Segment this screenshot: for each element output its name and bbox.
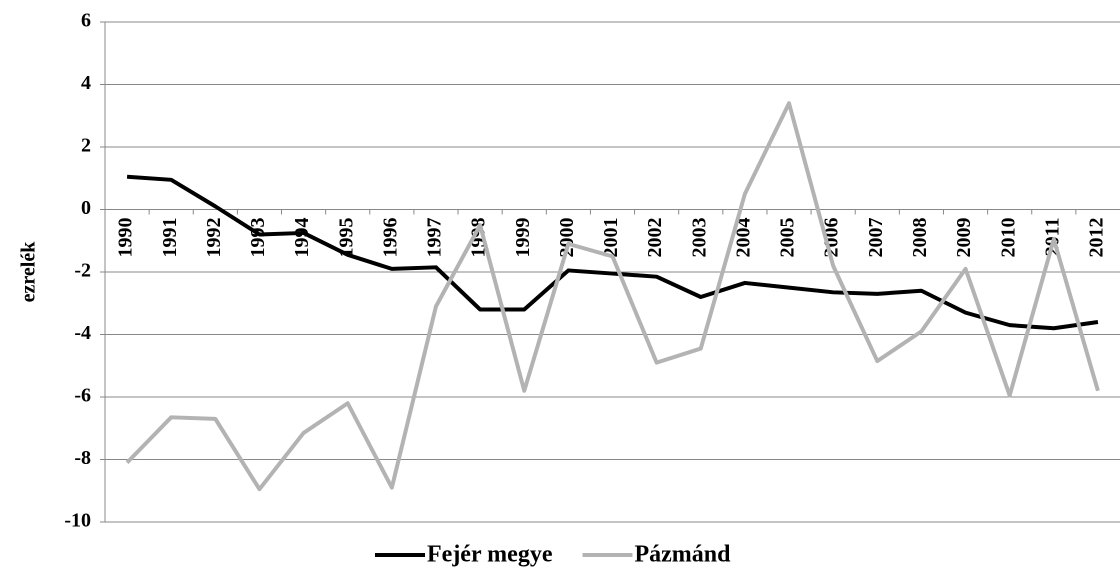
x-tick-label: 2008	[909, 218, 931, 258]
y-tick-label: -2	[74, 260, 91, 282]
x-tick-label: 1999	[512, 218, 534, 258]
x-tick-label: 1990	[115, 218, 137, 258]
x-tick-label: 1997	[424, 218, 446, 258]
y-tick-label: -10	[64, 510, 91, 532]
y-tick-label: 2	[81, 135, 91, 157]
x-tick-label: 2010	[997, 218, 1019, 258]
y-tick-label: -6	[74, 385, 91, 407]
x-tick-label: 1994	[291, 218, 313, 258]
x-tick-label: 1993	[247, 218, 269, 258]
x-tick-label: 1995	[335, 218, 357, 258]
y-tick-label: 6	[81, 10, 91, 32]
x-tick-label: 1992	[203, 218, 225, 258]
x-tick-label: 2001	[600, 218, 622, 258]
x-tick-label: 2002	[644, 218, 666, 258]
y-tick-label: -8	[74, 447, 91, 469]
x-tick-label: 1991	[159, 218, 181, 258]
y-tick-label: -4	[74, 322, 91, 344]
x-tick-label: 2012	[1086, 218, 1108, 258]
y-tick-label: 0	[81, 197, 91, 219]
x-tick-label: 2000	[556, 218, 578, 258]
x-tick-label: 1996	[379, 218, 401, 258]
legend-label: Fejér megye	[427, 542, 553, 568]
line-series	[126, 174, 1099, 331]
y-tick-label: 4	[81, 72, 91, 94]
x-tick-label: 2004	[732, 218, 754, 258]
x-tick-label: 2009	[953, 218, 975, 258]
x-tick-label: 2003	[688, 218, 710, 258]
x-tick-label: 2005	[777, 218, 799, 258]
x-tick-label: 2007	[865, 218, 887, 258]
y-axis-label: ezrelék	[18, 241, 40, 303]
line-series	[125, 101, 1100, 492]
legend-label: Pázmánd	[634, 542, 731, 568]
